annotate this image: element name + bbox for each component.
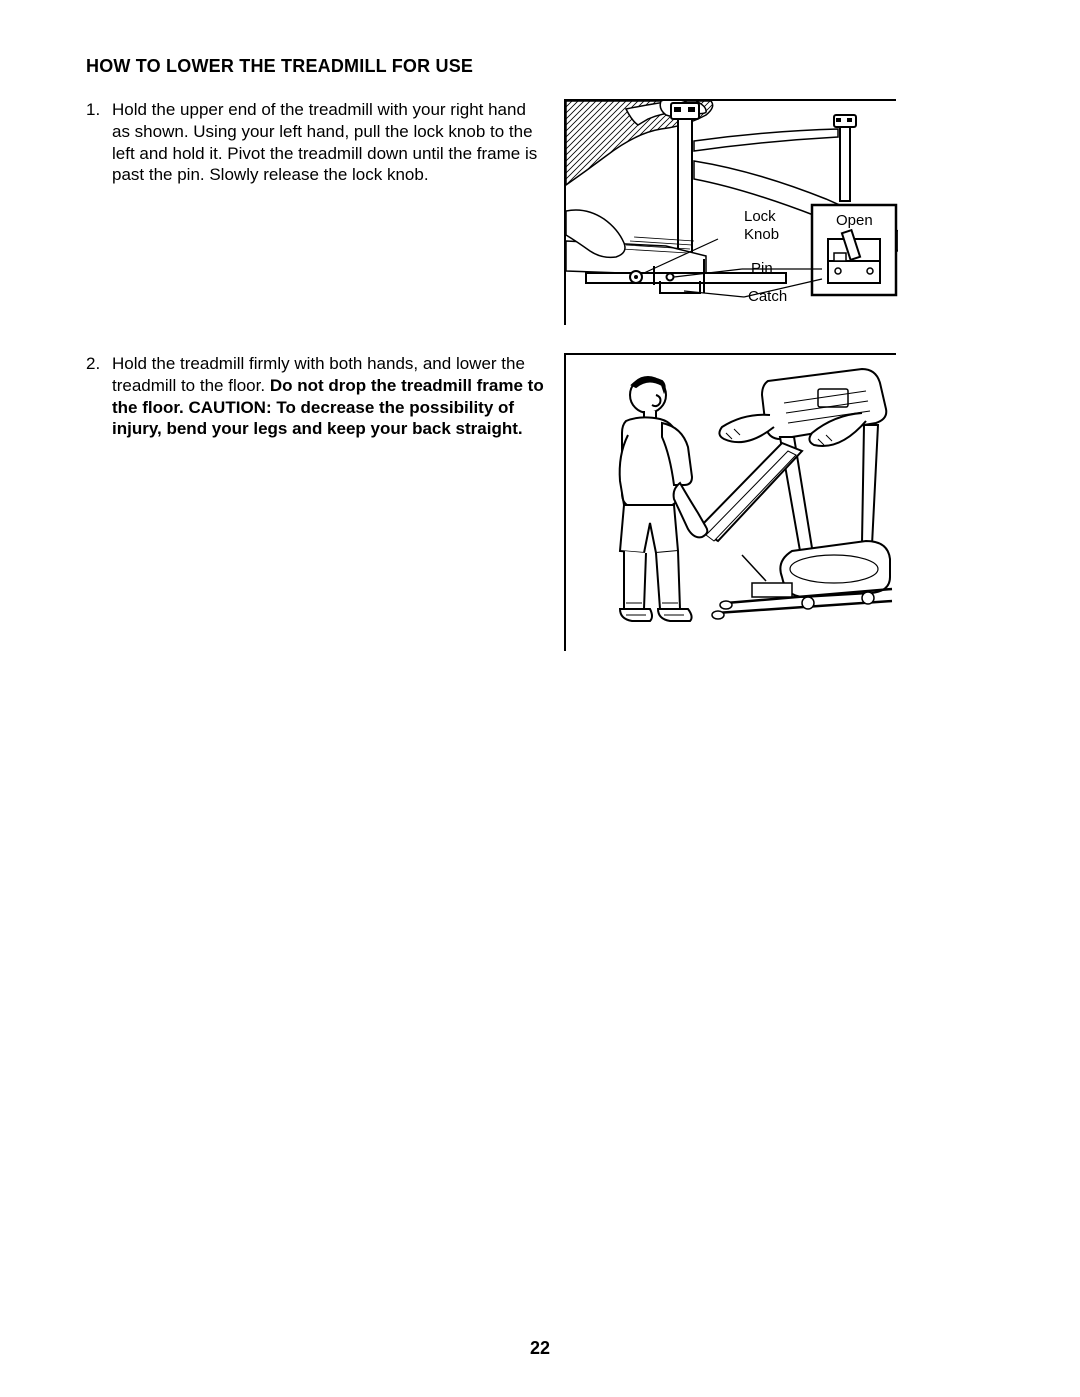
- step-2-row: 2. Hold the treadmill firmly with both h…: [86, 353, 994, 651]
- figure-1: Lock Knob Open Pin Catch: [564, 99, 896, 325]
- label-catch: Catch: [748, 288, 787, 305]
- label-lock: Lock: [744, 208, 776, 225]
- step-1-number: 1.: [86, 99, 112, 186]
- section-heading: HOW TO LOWER THE TREADMILL FOR USE: [86, 56, 994, 77]
- step-2-number: 2.: [86, 353, 112, 440]
- step-2-text: 2. Hold the treadmill firmly with both h…: [86, 353, 546, 440]
- step-1-row: 1. Hold the upper end of the treadmill w…: [86, 99, 994, 325]
- manual-page: HOW TO LOWER THE TREADMILL FOR USE 1. Ho…: [0, 0, 1080, 651]
- label-knob: Knob: [744, 226, 779, 243]
- figure-2: [564, 353, 896, 651]
- step-1-body: Hold the upper end of the treadmill with…: [112, 99, 546, 186]
- page-number: 22: [0, 1338, 1080, 1359]
- label-pin: Pin: [751, 260, 773, 277]
- step-2-body: Hold the treadmill firmly with both hand…: [112, 353, 546, 440]
- step-1-text: 1. Hold the upper end of the treadmill w…: [86, 99, 546, 186]
- label-open: Open: [836, 212, 873, 229]
